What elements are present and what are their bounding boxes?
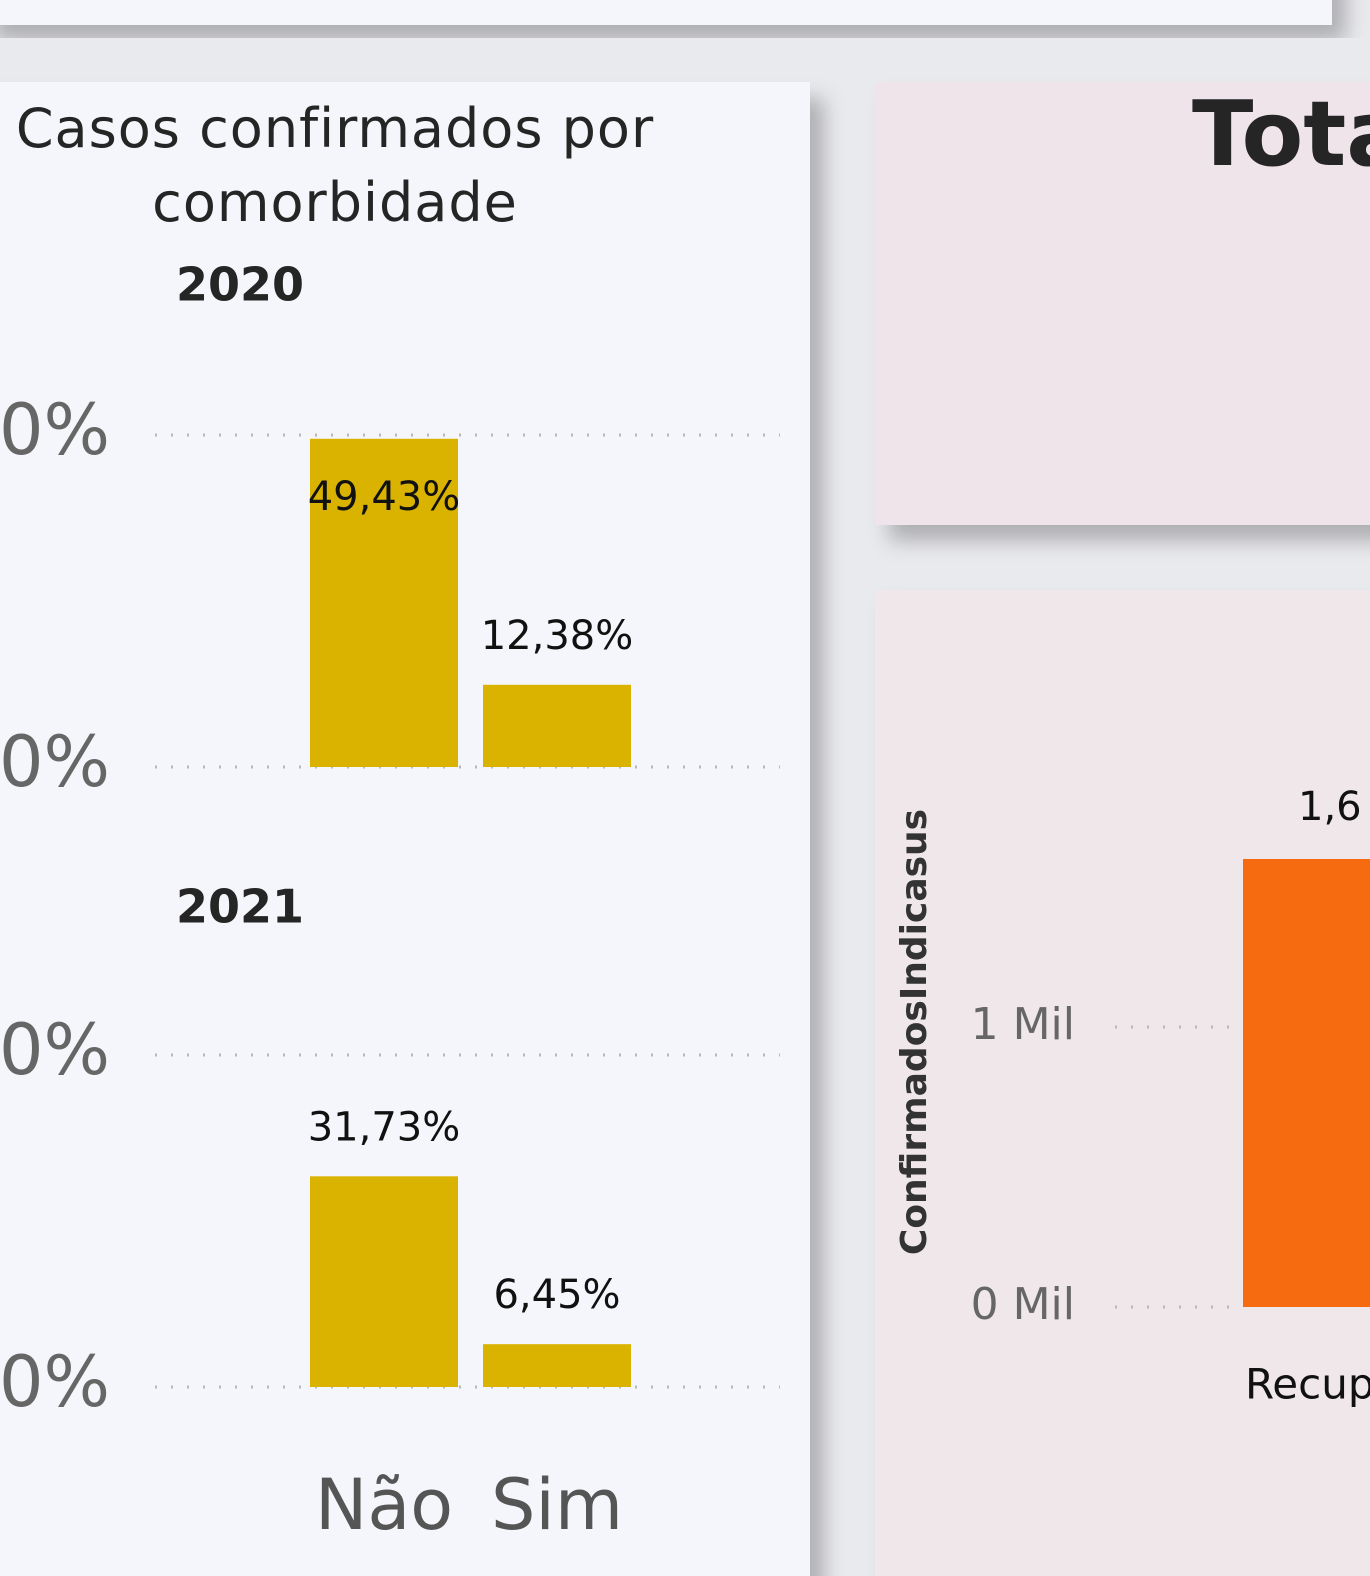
y-axis-label: ConfirmadosIndicasus	[894, 809, 935, 1255]
bar	[1243, 859, 1370, 1307]
bar	[310, 1176, 458, 1387]
y-tick-label: 0 Mil	[971, 1279, 1075, 1330]
data-label: 6,45%	[493, 1272, 620, 1318]
data-label: 49,43%	[308, 474, 461, 520]
top-panel	[0, 0, 1332, 25]
panel-title: 2021	[176, 880, 304, 934]
y-tick-label: 1 Mil	[971, 999, 1075, 1050]
y-tick-label: 50%	[0, 389, 110, 471]
y-tick-label: 50%	[0, 1009, 110, 1091]
x-tick-label: Não	[315, 1464, 453, 1546]
y-tick-label: 0%	[0, 721, 110, 803]
panel-title: 2020	[176, 258, 304, 312]
bar	[483, 1344, 631, 1387]
x-tick-label: Sim	[491, 1464, 623, 1546]
x-tick-label: Recup	[1245, 1360, 1370, 1409]
bar	[310, 438, 458, 767]
bar	[483, 684, 631, 767]
data-label: 1,6	[1298, 784, 1362, 830]
chart-title: Casos confirmados por comorbidade	[15, 97, 655, 234]
right-top-panel	[875, 82, 1370, 525]
data-label: 12,38%	[481, 613, 634, 659]
y-tick-label: 0%	[0, 1341, 110, 1423]
data-label: 31,73%	[308, 1104, 461, 1150]
chart-title: Tota	[1192, 82, 1370, 187]
